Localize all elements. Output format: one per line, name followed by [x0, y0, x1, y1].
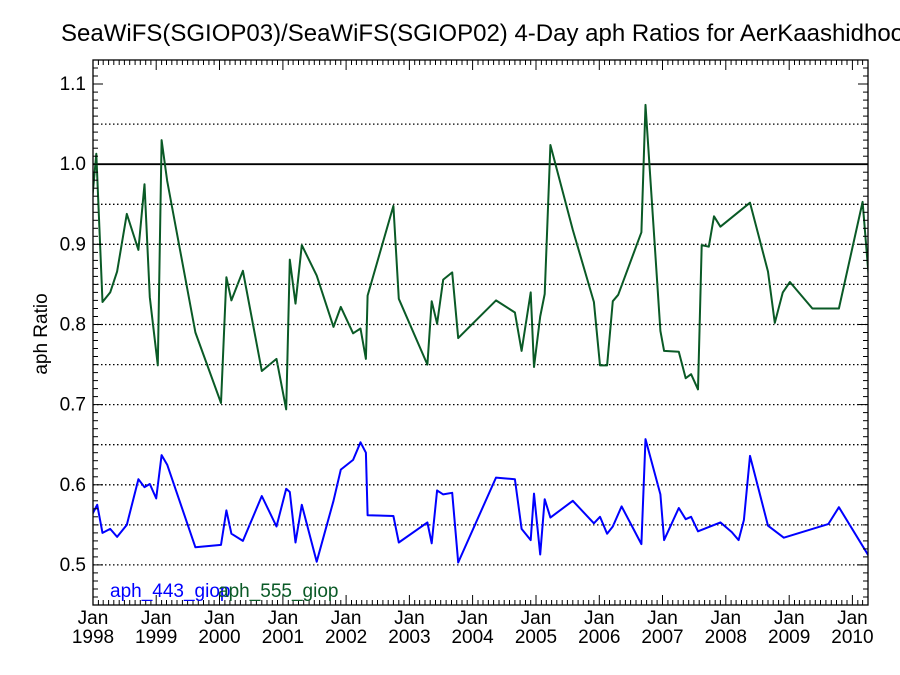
x-tick-month: Jan: [584, 608, 615, 629]
x-tick-month: Jan: [394, 608, 425, 629]
x-tick-month: Jan: [647, 608, 678, 629]
y-tick-label: 1.0: [60, 154, 86, 175]
plot-border: [92, 59, 869, 606]
y-tick-label: 1.1: [60, 74, 86, 95]
x-tick-month: Jan: [204, 608, 235, 629]
x-tick-month: Jan: [141, 608, 172, 629]
y-tick-label: 0.5: [60, 555, 86, 576]
chart-title: SeaWiFS(SGIOP03)/SeaWiFS(SGIOP02) 4-Day …: [61, 20, 900, 47]
x-tick-month: Jan: [774, 608, 805, 629]
x-tick-month: Jan: [331, 608, 362, 629]
y-tick-label: 0.6: [60, 475, 86, 496]
x-tick-year: 2010: [831, 627, 873, 648]
y-tick-label: 0.8: [60, 315, 86, 336]
legend-entry: aph_443_giop: [110, 581, 230, 602]
x-tick-year: 2005: [515, 627, 557, 648]
x-tick-year: 2001: [262, 627, 304, 648]
x-tick-year: 2006: [578, 627, 620, 648]
x-tick-year: 2009: [768, 627, 810, 648]
y-tick-label: 0.7: [60, 395, 86, 416]
legend-entry: aph_555_giop: [218, 581, 338, 602]
x-tick-year: 2008: [705, 627, 747, 648]
x-tick-month: Jan: [268, 608, 299, 629]
series-layer: [93, 103, 868, 564]
x-tick-month: Jan: [78, 608, 109, 629]
x-tick-year: 1998: [72, 627, 114, 648]
axis-ticks: 0.50.60.70.80.91.01.1Jan1998Jan1999Jan20…: [60, 60, 874, 648]
x-tick-month: Jan: [457, 608, 488, 629]
x-tick-year: 1999: [135, 627, 177, 648]
x-tick-year: 2004: [451, 627, 494, 648]
x-tick-year: 2000: [198, 627, 240, 648]
plot-frame: [92, 59, 869, 606]
x-tick-year: 2007: [641, 627, 683, 648]
y-axis-label: aph Ratio: [31, 293, 52, 374]
series-line-aph_443_giop: [93, 438, 868, 564]
x-tick-month: Jan: [710, 608, 741, 629]
x-tick-year: 2002: [325, 627, 367, 648]
x-tick-year: 2003: [388, 627, 430, 648]
y-tick-label: 0.9: [60, 234, 86, 255]
x-tick-month: Jan: [521, 608, 552, 629]
x-tick-month: Jan: [837, 608, 868, 629]
series-line-aph_555_giop: [93, 103, 868, 411]
gridlines: [93, 123, 868, 566]
